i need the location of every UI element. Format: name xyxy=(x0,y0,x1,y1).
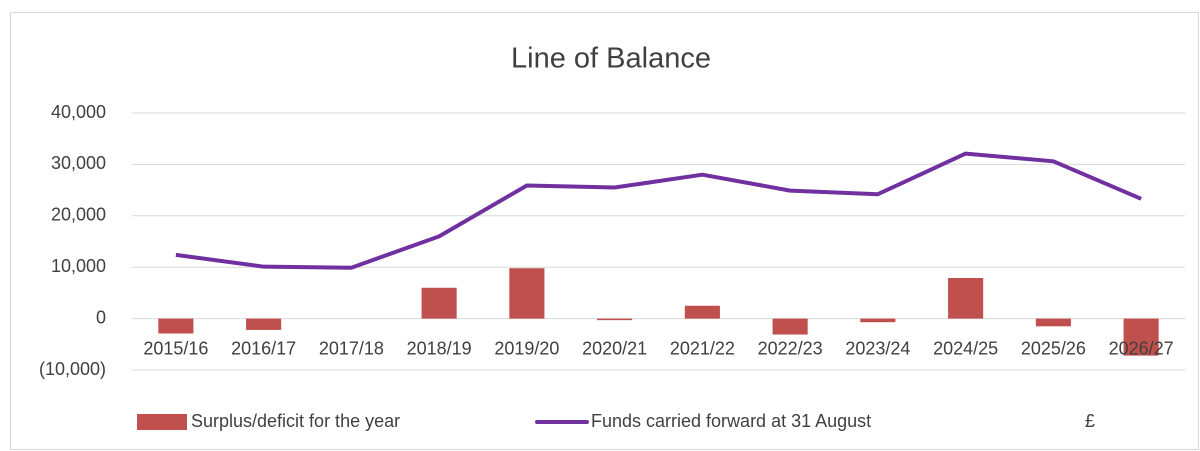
x-tick-label: 2015/16 xyxy=(143,338,208,358)
chart-border xyxy=(10,12,1199,450)
bar xyxy=(509,268,545,319)
bar xyxy=(772,318,808,335)
x-tick-label: 2021/22 xyxy=(670,338,735,358)
x-tick-label: 2022/23 xyxy=(758,338,823,358)
x-tick-label: 2026/27 xyxy=(1109,338,1174,358)
x-tick-label: 2023/24 xyxy=(845,338,910,358)
unit-label: £ xyxy=(1085,411,1095,431)
legend-label: Surplus/deficit for the year xyxy=(191,411,400,431)
x-tick-label: 2017/18 xyxy=(319,338,384,358)
y-tick-label: 20,000 xyxy=(51,205,106,225)
bar xyxy=(158,318,194,334)
bar xyxy=(1035,318,1071,327)
legend-label: Funds carried forward at 31 August xyxy=(591,411,871,431)
y-tick-label: 10,000 xyxy=(51,256,106,276)
y-tick-label: 0 xyxy=(96,307,106,327)
bar xyxy=(246,318,282,330)
x-tick-label: 2025/26 xyxy=(1021,338,1086,358)
x-tick-label: 2018/19 xyxy=(407,338,472,358)
y-tick-label: (10,000) xyxy=(39,359,106,379)
bar xyxy=(948,277,984,319)
x-tick-label: 2019/20 xyxy=(494,338,559,358)
legend-swatch xyxy=(137,414,187,430)
chart-title: Line of Balance xyxy=(511,43,711,75)
bar xyxy=(684,305,720,319)
bar xyxy=(597,318,633,321)
y-tick-label: 30,000 xyxy=(51,153,106,173)
line xyxy=(175,151,1142,270)
x-tick-label: 2020/21 xyxy=(582,338,647,358)
x-tick-label: 2024/25 xyxy=(933,338,998,358)
y-tick-label: 40,000 xyxy=(51,102,106,122)
bar xyxy=(1123,318,1159,356)
x-tick-label: 2016/17 xyxy=(231,338,296,358)
bar xyxy=(860,318,896,323)
bar xyxy=(421,287,457,319)
